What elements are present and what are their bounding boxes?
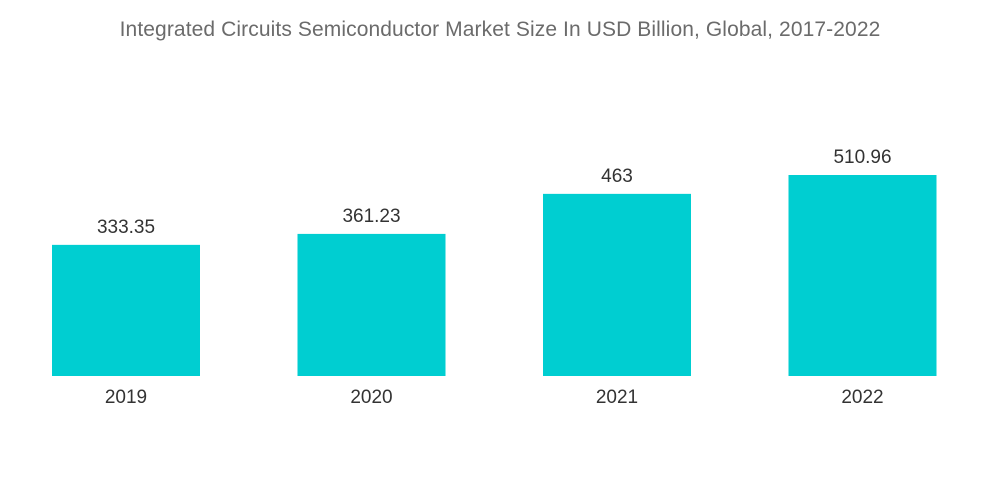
bar-2020	[297, 233, 446, 376]
x-tick-label-2019: 2019	[105, 387, 147, 408]
bar-2019	[52, 244, 200, 376]
x-tick-label-2021: 2021	[596, 387, 638, 408]
bar-value-label-2020: 361.23	[342, 206, 400, 227]
x-tick-label-2022: 2022	[841, 387, 883, 408]
bar-value-label-2019: 333.35	[97, 217, 155, 238]
bar-2022	[788, 175, 937, 376]
bar-value-label-2021: 463	[601, 166, 633, 187]
x-tick-label-2020: 2020	[350, 387, 392, 408]
bar-value-label-2022: 510.96	[833, 147, 891, 168]
bar-2021	[543, 193, 691, 376]
chart-title: Integrated Circuits Semiconductor Market…	[119, 18, 881, 41]
